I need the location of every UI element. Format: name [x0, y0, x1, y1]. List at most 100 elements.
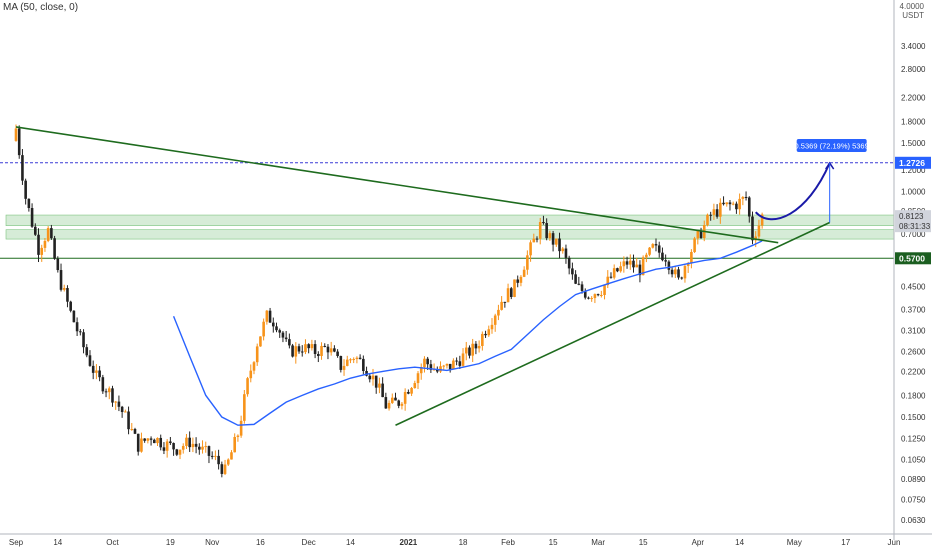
candle-body: [390, 397, 394, 403]
candle-body: [281, 332, 285, 338]
candle-body: [107, 388, 111, 393]
candle-body: [317, 353, 320, 356]
candle-body: [265, 310, 269, 322]
candle-body: [645, 254, 648, 258]
candle-body: [638, 264, 642, 276]
candle-body: [98, 370, 101, 378]
candle-body: [69, 301, 72, 311]
candle-body: [442, 365, 446, 367]
candle-body: [403, 392, 407, 404]
candle-body: [487, 329, 491, 336]
price-tick-label: 2.8000: [901, 65, 926, 74]
candle-body: [690, 251, 693, 264]
currency-unit: USDT: [902, 11, 924, 20]
candle-body: [143, 438, 146, 441]
candle-body: [667, 261, 671, 270]
price-tick-label: 0.0750: [901, 495, 926, 504]
candle-body: [220, 464, 224, 474]
candle-body: [574, 274, 577, 284]
candle-body: [416, 373, 420, 384]
candle-body: [436, 369, 439, 372]
candle-body: [27, 198, 31, 209]
candle-body: [149, 438, 153, 440]
moving-average: [172, 240, 763, 426]
candle-body: [715, 209, 719, 217]
candle-body: [104, 391, 108, 393]
candle-body: [535, 238, 539, 240]
candle-body: [564, 248, 568, 258]
candle-body: [567, 257, 571, 269]
candle-body: [226, 459, 230, 465]
candle-body: [362, 358, 365, 371]
indicator-label[interactable]: MA (50, close, 0): [3, 2, 79, 13]
time-tick-label: Mar: [591, 538, 605, 547]
candle-body: [62, 288, 66, 290]
candle-body: [632, 260, 635, 268]
candle-body: [609, 276, 613, 278]
candle-body: [239, 420, 243, 436]
candle-body: [243, 394, 246, 421]
candle-body: [339, 356, 343, 370]
candle-body: [464, 347, 468, 354]
candle-body: [169, 441, 172, 444]
price-tick-label: 0.3100: [901, 327, 926, 336]
candle-body: [606, 276, 610, 286]
candle-body: [249, 370, 253, 379]
candle-body: [545, 223, 548, 239]
price-tick-label: 0.1800: [901, 391, 926, 400]
candle-body: [368, 375, 372, 380]
candle-body: [310, 344, 314, 349]
candle-body: [429, 364, 433, 370]
candle-body: [156, 437, 159, 444]
candle-body: [497, 309, 500, 316]
candle-body: [448, 363, 452, 370]
candle-body: [204, 446, 208, 448]
candle-body: [21, 155, 24, 181]
ma-line: [172, 240, 763, 426]
candle-body: [413, 383, 417, 389]
candle-body: [17, 128, 21, 156]
currency-label: 4.0000 USDT: [900, 2, 924, 20]
time-tick-label: Feb: [501, 538, 515, 547]
candle-body: [558, 238, 561, 252]
candle-body: [75, 322, 79, 332]
time-tick-label: Nov: [205, 538, 219, 547]
candle-body: [355, 357, 359, 360]
candle-body: [159, 437, 163, 448]
candle-body: [165, 441, 169, 451]
candle-body: [198, 446, 201, 450]
candle-body: [326, 346, 330, 353]
candle-body: [548, 233, 552, 239]
candle-body: [43, 240, 47, 248]
candle-body: [124, 411, 127, 413]
candle-body: [374, 375, 378, 388]
candle-body: [709, 214, 712, 216]
currency-top-tick: 4.0000: [899, 2, 924, 11]
candle-body: [407, 392, 410, 394]
candle-body: [468, 347, 471, 356]
candle-body: [345, 359, 349, 366]
candle-body: [587, 297, 590, 299]
price-tick-label: 1.8000: [901, 118, 926, 127]
candle-body: [323, 345, 327, 347]
candle-body: [178, 449, 182, 455]
price-tick-label: 0.1250: [901, 435, 926, 444]
candle-body: [252, 362, 256, 371]
time-tick-label: 15: [639, 538, 648, 547]
candle-body: [580, 284, 584, 291]
candle-body: [593, 294, 597, 299]
time-tick-label: 15: [549, 538, 558, 547]
candle-body: [735, 203, 738, 210]
candle-body: [423, 358, 426, 368]
candle-body: [30, 208, 34, 227]
candle-body: [452, 360, 455, 370]
candle-body: [37, 234, 40, 255]
candle-body: [268, 310, 272, 323]
candle-body: [529, 242, 532, 256]
candle-body: [333, 348, 336, 352]
candle-body: [246, 378, 249, 395]
candle-body: [760, 214, 764, 226]
candle-body: [181, 445, 185, 450]
